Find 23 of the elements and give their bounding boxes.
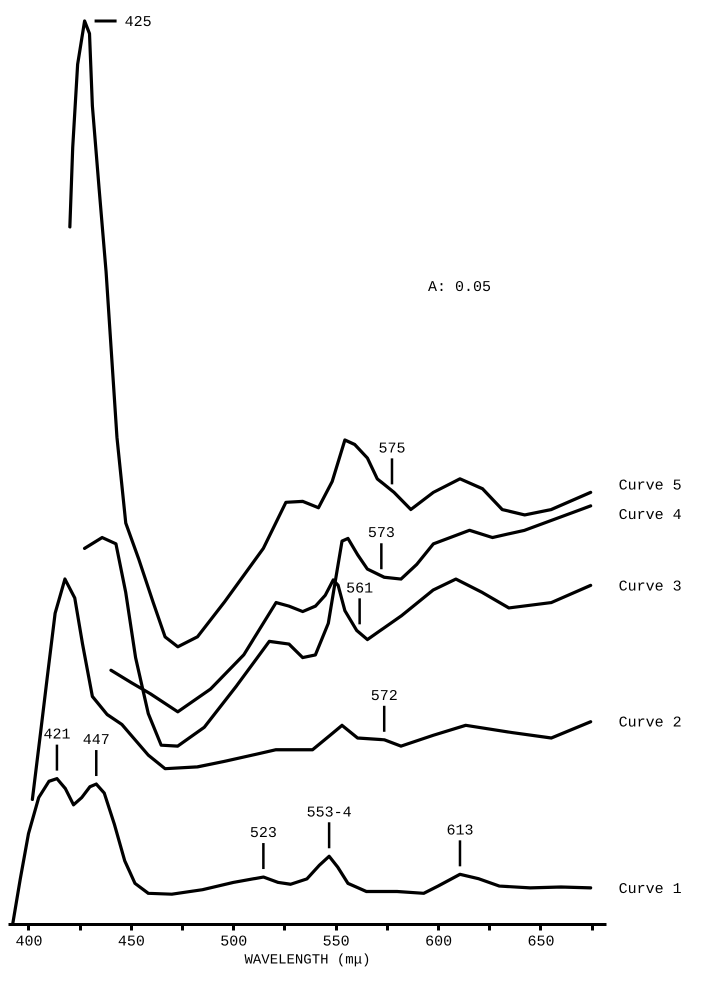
annotation: 573: [368, 525, 395, 542]
x-axis-title: WAVELENGTH (mμ): [244, 952, 371, 968]
annotation: 553-4: [306, 804, 352, 822]
x-tick-label: 650: [527, 934, 554, 950]
series-label: Curve 1: [618, 880, 682, 898]
annotation: 561: [346, 580, 374, 598]
x-tick-label: 600: [425, 934, 452, 950]
annotation: 447: [82, 732, 110, 750]
x-tick-label: 400: [15, 934, 42, 950]
annotation: A: 0.05: [428, 279, 492, 296]
x-tick-label: 550: [322, 934, 350, 950]
x-tick-label: 450: [118, 934, 145, 950]
annotation: 421: [43, 726, 70, 744]
x-tick-label: 500: [220, 934, 248, 950]
series-label: Curve 2: [618, 714, 682, 732]
series-label: Curve 3: [618, 578, 682, 596]
series-label: Curve 4: [618, 506, 682, 524]
annotation: 613: [446, 822, 474, 840]
annotation: 575: [378, 440, 406, 458]
series-label: Curve 5: [618, 477, 682, 494]
annotation: 523: [250, 825, 277, 842]
annotation: 572: [370, 688, 398, 705]
annotation: 425: [124, 14, 152, 31]
